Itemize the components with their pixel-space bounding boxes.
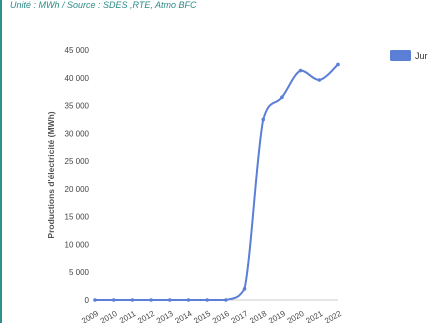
y-tick-label: 0 [85,296,90,305]
y-tick-label: 45 000 [65,46,90,55]
left-accent-rule [0,0,2,323]
x-tick-label: 2018 [248,309,268,323]
series-group [93,62,340,302]
data-point[interactable] [205,298,209,302]
legend-swatch[interactable] [390,50,411,61]
data-point[interactable] [111,298,116,302]
y-axis-label: Productions d'électricité (MWh) [46,111,56,238]
y-tick-label: 20 000 [65,185,90,194]
data-point[interactable] [167,298,172,302]
x-tick-label: 2019 [267,309,287,323]
x-tick-label: 2017 [230,309,250,323]
data-point[interactable] [317,78,322,82]
legend[interactable]: Jur [390,50,428,61]
chart-caption: Unité : MWh / Source : SDES ,RTE, Atmo B… [10,0,197,10]
x-tick-label: 2020 [286,309,306,323]
y-axis: 0 5 000 10 000 15 000 20 000 25 000 30 000 35 0… [65,46,338,305]
y-tick-label: 35 000 [65,102,90,111]
data-point[interactable] [149,298,153,302]
y-tick-label: 5 000 [69,268,90,277]
x-tick-label: 2022 [323,309,343,323]
data-point[interactable] [280,95,284,100]
data-point[interactable] [186,298,191,302]
x-tick-label: 2014 [174,309,194,323]
data-point[interactable] [130,298,135,302]
y-tick-label: 40 000 [65,74,90,83]
data-point[interactable] [93,298,97,302]
x-tick-label: 2016 [211,309,231,323]
legend-label[interactable]: Jur [415,51,428,61]
x-tick-label: 2013 [155,309,175,323]
x-tick-label: 2021 [304,309,324,323]
x-tick-label: 2012 [136,309,156,323]
data-point[interactable] [242,287,247,291]
y-tick-label: 30 000 [65,129,90,138]
y-tick-label: 25 000 [65,157,90,166]
x-tick-label: 2010 [99,309,119,323]
y-tick-label: 10 000 [65,240,90,249]
data-point[interactable] [224,298,228,302]
x-tick-label: 2011 [118,309,138,323]
data-point[interactable] [298,68,303,73]
data-point[interactable] [336,62,340,67]
y-tick-label: 15 000 [65,213,90,222]
data-point[interactable] [261,117,266,122]
series-line [94,63,339,302]
x-tick-label: 2015 [192,309,212,323]
x-tick-label: 2009 [80,309,100,323]
